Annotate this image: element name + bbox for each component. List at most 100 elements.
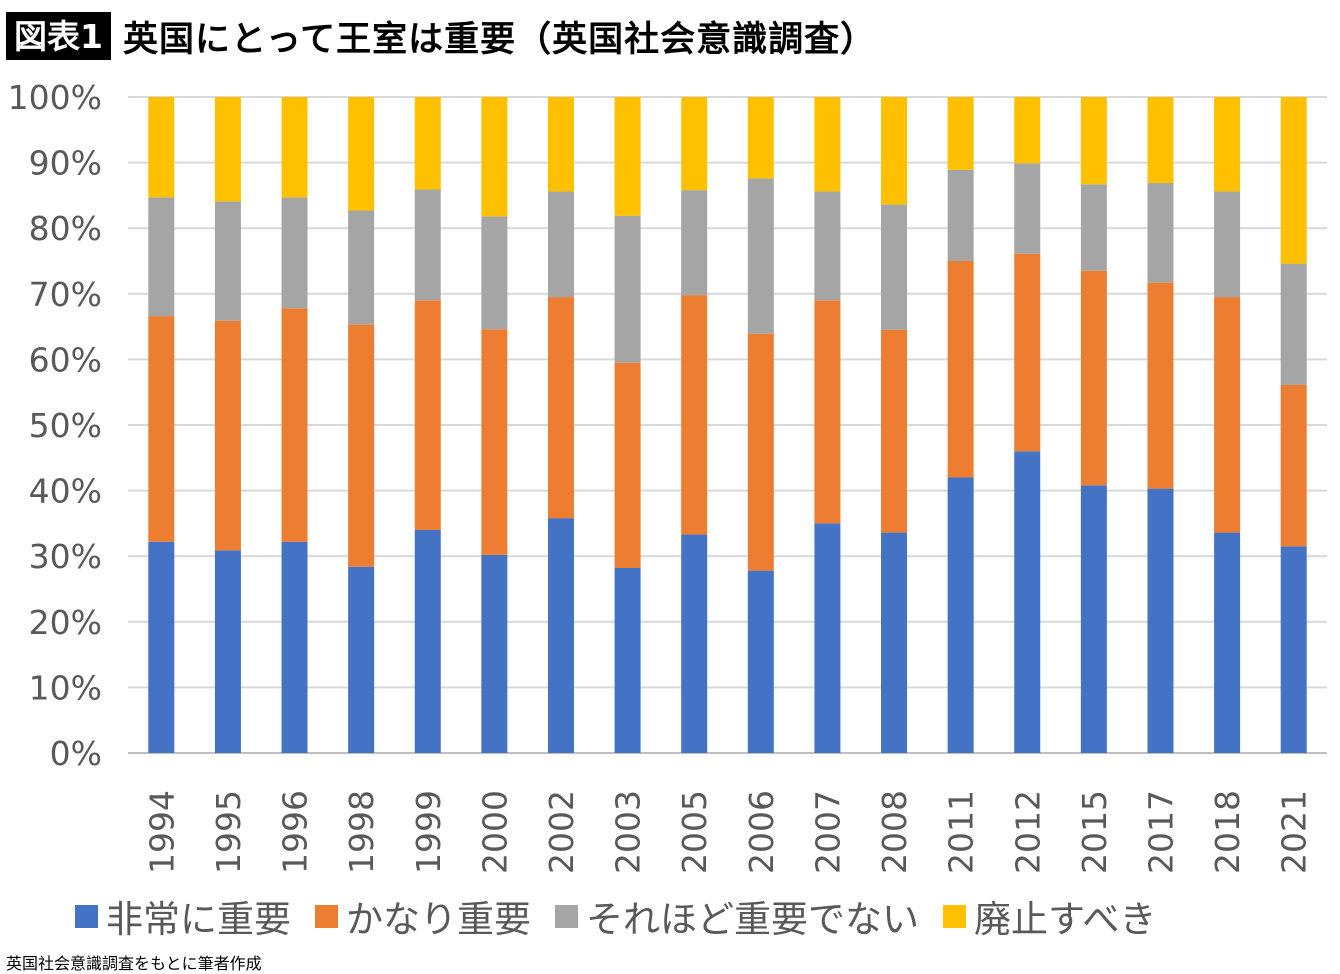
bar-segment <box>1014 97 1041 164</box>
bar-segment <box>1014 451 1041 753</box>
bar-segment <box>681 534 708 753</box>
bar-segment <box>681 295 708 535</box>
bar-segment <box>214 97 241 202</box>
y-tick-label: 90% <box>29 144 102 183</box>
x-tick-label: 1994 <box>142 790 181 874</box>
bar-segment <box>947 261 974 478</box>
legend-item: かなり重要 <box>315 889 531 943</box>
x-tick-label: 2008 <box>875 790 914 874</box>
bar-segment <box>481 554 508 753</box>
x-tick-label: 1995 <box>209 790 248 874</box>
y-tick-label: 70% <box>29 275 102 314</box>
bar-segment <box>1080 270 1107 486</box>
legend-item: 非常に重要 <box>75 889 291 943</box>
bar-segment <box>1080 97 1107 185</box>
y-tick-label: 100% <box>8 78 102 117</box>
bar-segment <box>747 97 774 179</box>
bar-segment <box>547 297 574 519</box>
x-tick-label: 2017 <box>1141 790 1180 874</box>
chart-legend: 非常に重要 かなり重要 それほど重要でない 廃止すべき <box>75 890 1180 942</box>
x-tick-label: 2021 <box>1275 790 1314 874</box>
bar-segment <box>1014 253 1041 452</box>
bar-segment <box>348 566 375 753</box>
bar-segment <box>1214 97 1241 192</box>
bar-segment <box>481 216 508 330</box>
bar-segment <box>1080 184 1107 271</box>
x-tick-label: 2007 <box>808 790 847 874</box>
bar-segment <box>547 191 574 298</box>
bar-segment <box>148 197 175 317</box>
legend-item: 廃止すべき <box>943 889 1156 943</box>
source-note: 英国社会意識調査をもとに筆者作成 <box>6 954 262 973</box>
bar-segment <box>881 204 908 330</box>
figure-badge: 図表1 <box>6 12 111 60</box>
bar-segment <box>414 529 441 753</box>
x-tick-label: 1996 <box>276 790 315 874</box>
x-tick-label: 1998 <box>342 790 381 874</box>
bar-segment <box>947 97 974 170</box>
bar-segment <box>348 210 375 325</box>
bar-segment <box>214 320 241 551</box>
bar-segment <box>1214 532 1241 753</box>
legend-label: 廃止すべき <box>974 898 1157 941</box>
bar-segment <box>281 197 308 309</box>
bar-segment <box>747 570 774 753</box>
bar-segment <box>1147 97 1174 183</box>
x-tick-label: 2012 <box>1008 790 1047 874</box>
bar-segment <box>614 215 641 363</box>
bar-segment <box>1214 191 1241 298</box>
bar-segment <box>1147 182 1174 283</box>
y-tick-label: 60% <box>29 340 102 379</box>
bar-segment <box>614 97 641 216</box>
bar-segment <box>814 523 841 753</box>
bar-segment <box>214 201 241 321</box>
bar-segment <box>547 518 574 753</box>
y-tick-label: 10% <box>29 668 102 707</box>
bar-segment <box>1280 97 1307 264</box>
bar-segment <box>747 333 774 571</box>
bar-segment <box>481 97 508 217</box>
y-tick-label: 20% <box>29 603 102 642</box>
y-tick-label: 80% <box>29 209 102 248</box>
x-tick-label: 2000 <box>475 790 514 874</box>
y-tick-label: 0% <box>50 734 102 773</box>
legend-label: 非常に重要 <box>106 898 291 941</box>
bar-segment <box>814 97 841 192</box>
bar-segment <box>547 97 574 192</box>
x-tick-label: 1999 <box>409 790 448 874</box>
x-tick-label: 2015 <box>1075 790 1114 874</box>
legend-swatch <box>315 904 338 928</box>
bar-segment <box>481 329 508 555</box>
x-tick-label: 2006 <box>742 790 781 874</box>
legend-item: それほど重要でない <box>555 889 919 943</box>
x-tick-label: 2018 <box>1208 790 1247 874</box>
chart-title: 英国にとって王室は重要（英国社会意識調査） <box>122 19 877 60</box>
x-tick-label: 2011 <box>942 790 981 874</box>
bar-segment <box>214 550 241 753</box>
legend-swatch <box>943 904 966 928</box>
bar-segment <box>681 190 708 296</box>
bar-segment <box>614 362 641 569</box>
x-tick-label: 2003 <box>609 790 648 874</box>
bar-segment <box>1147 282 1174 489</box>
bar-segment <box>881 329 908 533</box>
bar-segment <box>148 97 175 198</box>
y-tick-label: 30% <box>29 537 102 576</box>
y-tick-label: 40% <box>29 472 102 511</box>
bar-segment <box>281 541 308 753</box>
bar-segment <box>881 532 908 753</box>
bar-segment <box>1080 485 1107 753</box>
bar-segment <box>614 568 641 753</box>
bar-segment <box>681 97 708 191</box>
bar-segment <box>414 189 441 301</box>
bar-segment <box>348 324 375 567</box>
bar-segment <box>881 97 908 205</box>
legend-label: かなり重要 <box>346 898 531 941</box>
bar-segment <box>814 191 841 301</box>
bar-segment <box>1280 546 1307 753</box>
bar-segment <box>747 178 774 334</box>
bar-segment <box>1014 163 1041 254</box>
bar-segment <box>148 316 175 542</box>
x-tick-label: 2002 <box>542 790 581 874</box>
title-row: 図表1 英国にとって王室は重要（英国社会意識調査） <box>6 10 876 62</box>
